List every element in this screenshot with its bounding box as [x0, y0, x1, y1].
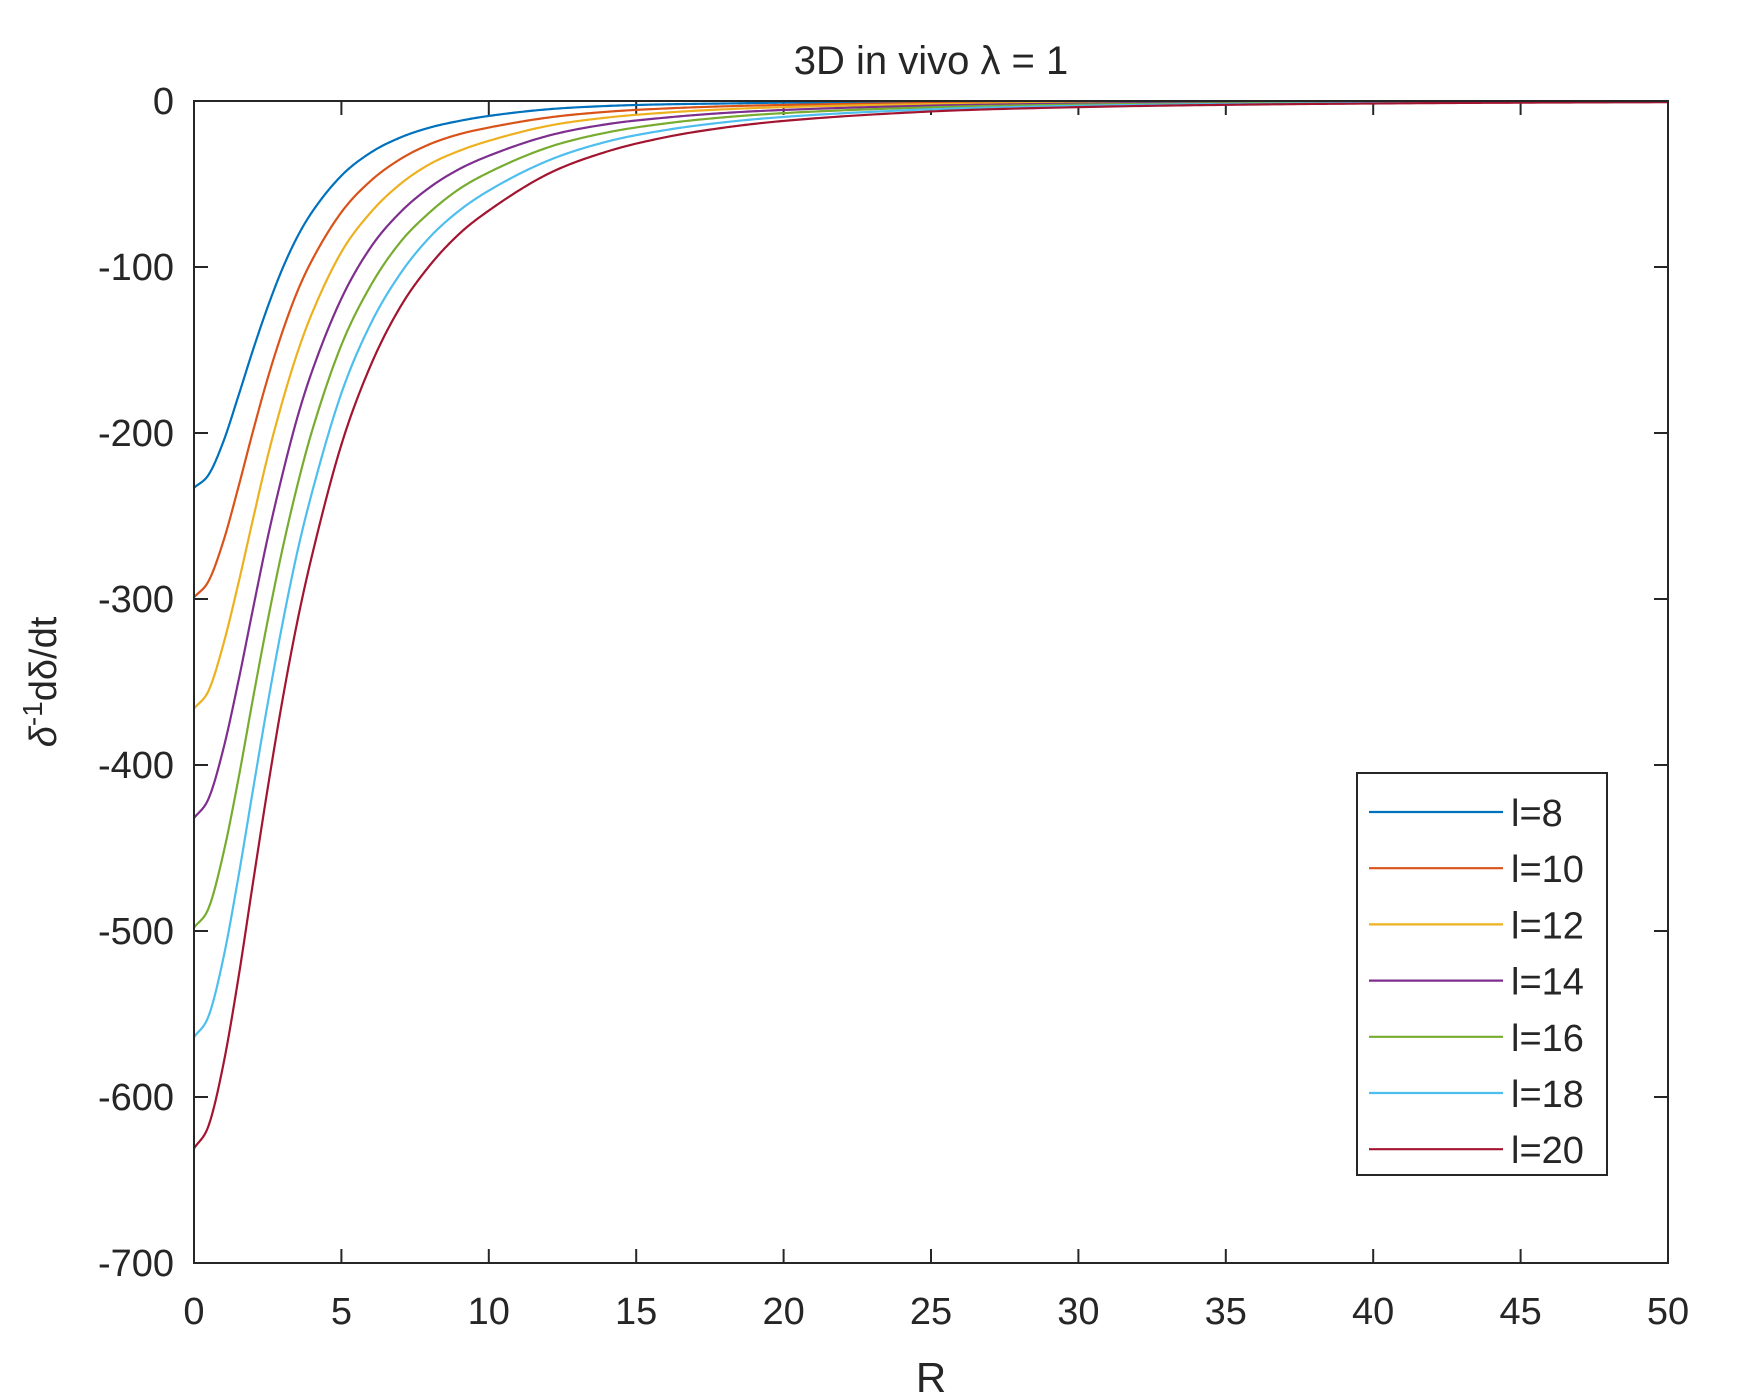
x-tick-label: 20 [762, 1291, 804, 1333]
y-tick-label: -500 [98, 911, 174, 953]
y-axis-label-delta: δ [23, 725, 65, 747]
series-line-l-20 [194, 101, 1668, 1150]
y-tick-label: -600 [98, 1077, 174, 1119]
chart-title: 3D in vivo λ = 1 [794, 39, 1069, 83]
y-axis-label: δ-1dδ/dt [17, 616, 65, 747]
x-tick-label: 40 [1352, 1291, 1394, 1333]
x-tick-labels: 0 5 10 15 20 25 30 35 40 45 50 [183, 1291, 1689, 1333]
y-tick-label: -200 [98, 413, 174, 455]
y-axis-label-sup: -1 [17, 701, 48, 726]
x-tick-label: 30 [1057, 1291, 1099, 1333]
x-tick-label: 10 [468, 1291, 510, 1333]
y-tick-label: -300 [98, 579, 174, 621]
y-tick-label: -700 [98, 1243, 174, 1285]
x-tick-label: 45 [1499, 1291, 1541, 1333]
y-tick-label: 0 [153, 81, 174, 123]
x-tick-label: 5 [331, 1291, 352, 1333]
legend-label: l=12 [1511, 905, 1584, 947]
legend-label: l=8 [1511, 793, 1563, 835]
y-tick-labels: 0 -100 -200 -300 -400 -500 -600 -700 [98, 81, 174, 1285]
legend-label: l=20 [1511, 1130, 1584, 1172]
legend-label: l=16 [1511, 1018, 1584, 1060]
legend-label: l=18 [1511, 1074, 1584, 1116]
y-tick-label: -400 [98, 745, 174, 787]
x-tick-label: 0 [183, 1291, 204, 1333]
x-tick-label: 35 [1205, 1291, 1247, 1333]
legend-box [1356, 772, 1608, 1176]
legend-label: l=14 [1511, 962, 1584, 1004]
x-tick-label: 25 [910, 1291, 952, 1333]
series-line-l-16 [194, 101, 1668, 929]
x-axis-label: R [916, 1354, 946, 1398]
plot-box [193, 100, 1669, 1264]
series-line-l-18 [194, 101, 1668, 1038]
y-axis-label-rest: dδ/dt [23, 616, 65, 701]
y-tick-label: -100 [98, 247, 174, 289]
legend: l=8 l=10 l=12 l=14 l=16 l=18 l=20 [1356, 772, 1608, 1176]
x-tick-label: 15 [615, 1291, 657, 1333]
legend-label: l=10 [1511, 849, 1584, 891]
x-tick-label: 50 [1647, 1291, 1689, 1333]
